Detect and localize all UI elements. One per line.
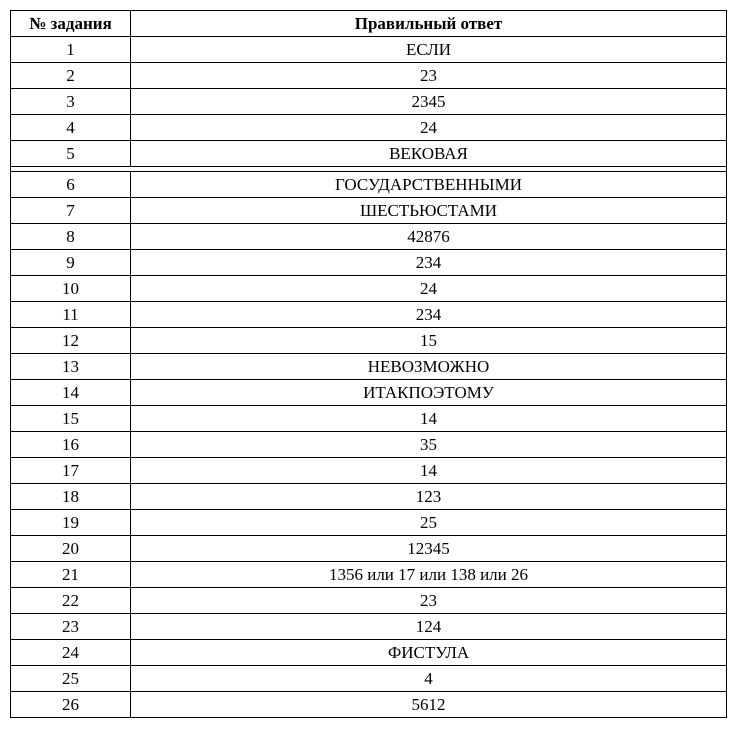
table-row: 13НЕВОЗМОЖНО: [11, 354, 727, 380]
cell-number: 1: [11, 37, 131, 63]
table-row: 2223: [11, 588, 727, 614]
cell-answer: 23: [131, 63, 727, 89]
cell-number: 9: [11, 250, 131, 276]
cell-answer: ШЕСТЬЮСТАМИ: [131, 198, 727, 224]
cell-number: 20: [11, 536, 131, 562]
table-row: 23124: [11, 614, 727, 640]
cell-number: 16: [11, 432, 131, 458]
table-row: 2012345: [11, 536, 727, 562]
cell-answer: ГОСУДАРСТВЕННЫМИ: [131, 172, 727, 198]
cell-answer: 5612: [131, 692, 727, 718]
table-row: 223: [11, 63, 727, 89]
cell-number: 22: [11, 588, 131, 614]
table-row: 254: [11, 666, 727, 692]
cell-number: 15: [11, 406, 131, 432]
table-row: 424: [11, 115, 727, 141]
cell-answer: 2345: [131, 89, 727, 115]
table-row: 842876: [11, 224, 727, 250]
table-row: 6ГОСУДАРСТВЕННЫМИ: [11, 172, 727, 198]
cell-answer: 234: [131, 250, 727, 276]
col-header-answer: Правильный ответ: [131, 11, 727, 37]
cell-answer: 4: [131, 666, 727, 692]
table-row: 1714: [11, 458, 727, 484]
cell-number: 11: [11, 302, 131, 328]
cell-number: 24: [11, 640, 131, 666]
cell-number: 18: [11, 484, 131, 510]
table-row: 9234: [11, 250, 727, 276]
cell-answer: 15: [131, 328, 727, 354]
cell-number: 23: [11, 614, 131, 640]
cell-answer: ФИСТУЛА: [131, 640, 727, 666]
cell-number: 19: [11, 510, 131, 536]
cell-answer: 23: [131, 588, 727, 614]
cell-answer: ИТАКПОЭТОМУ: [131, 380, 727, 406]
cell-number: 21: [11, 562, 131, 588]
cell-number: 12: [11, 328, 131, 354]
cell-answer: 35: [131, 432, 727, 458]
table-row: 1514: [11, 406, 727, 432]
cell-answer: ЕСЛИ: [131, 37, 727, 63]
cell-number: 14: [11, 380, 131, 406]
table-row: 24ФИСТУЛА: [11, 640, 727, 666]
table-row: 1635: [11, 432, 727, 458]
table-row: 265612: [11, 692, 727, 718]
table-row: 14ИТАКПОЭТОМУ: [11, 380, 727, 406]
cell-answer: 24: [131, 115, 727, 141]
cell-answer: 12345: [131, 536, 727, 562]
cell-answer: НЕВОЗМОЖНО: [131, 354, 727, 380]
cell-number: 13: [11, 354, 131, 380]
cell-number: 8: [11, 224, 131, 250]
table-row: 211356 или 17 или 138 или 26: [11, 562, 727, 588]
cell-number: 3: [11, 89, 131, 115]
cell-number: 2: [11, 63, 131, 89]
cell-number: 4: [11, 115, 131, 141]
table-row: 1ЕСЛИ: [11, 37, 727, 63]
cell-answer: 14: [131, 406, 727, 432]
col-header-number: № задания: [11, 11, 131, 37]
cell-number: 7: [11, 198, 131, 224]
cell-answer: 24: [131, 276, 727, 302]
cell-number: 26: [11, 692, 131, 718]
cell-answer: 234: [131, 302, 727, 328]
cell-answer: 1356 или 17 или 138 или 26: [131, 562, 727, 588]
table-row: 7ШЕСТЬЮСТАМИ: [11, 198, 727, 224]
cell-number: 5: [11, 141, 131, 167]
cell-answer: 124: [131, 614, 727, 640]
cell-number: 17: [11, 458, 131, 484]
answers-table: № задания Правильный ответ 1ЕСЛИ22332345…: [10, 10, 727, 718]
cell-answer: 123: [131, 484, 727, 510]
table-row: 1925: [11, 510, 727, 536]
cell-answer: 14: [131, 458, 727, 484]
cell-number: 6: [11, 172, 131, 198]
table-row: 1024: [11, 276, 727, 302]
table-row: 18123: [11, 484, 727, 510]
table-row: 5ВЕКОВАЯ: [11, 141, 727, 167]
cell-number: 10: [11, 276, 131, 302]
table-row: 11234: [11, 302, 727, 328]
cell-answer: ВЕКОВАЯ: [131, 141, 727, 167]
table-header-row: № задания Правильный ответ: [11, 11, 727, 37]
cell-answer: 42876: [131, 224, 727, 250]
cell-answer: 25: [131, 510, 727, 536]
table-row: 1215: [11, 328, 727, 354]
table-row: 32345: [11, 89, 727, 115]
cell-number: 25: [11, 666, 131, 692]
